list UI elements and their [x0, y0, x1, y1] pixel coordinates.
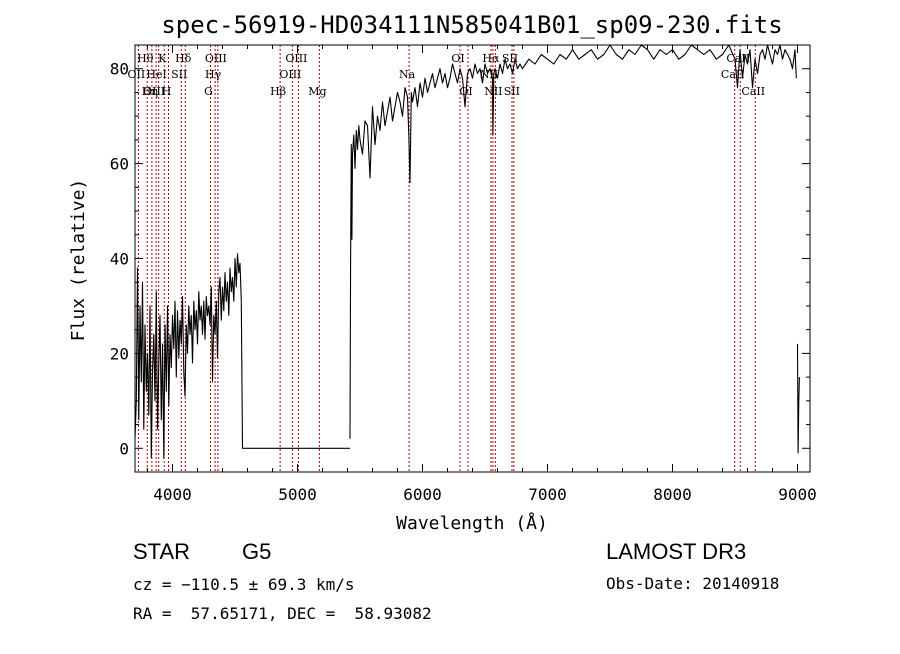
y-tick-label: 20	[110, 344, 129, 363]
spectral-line-label: K	[158, 52, 167, 65]
y-axis-label: Flux (relative)	[68, 179, 89, 342]
x-tick-label: 9000	[778, 485, 817, 504]
spectral-line-label: G	[204, 85, 213, 98]
spectral-line-label: OIII	[205, 52, 227, 65]
flux-series	[134, 44, 800, 459]
chart-title: spec-56919-HD034111N585041B01_sp09-230.f…	[161, 11, 782, 39]
spectral-line-label: Mg	[308, 85, 326, 98]
x-axis-ticks: 4000 5000 6000 7000 8000 9000	[147, 45, 817, 504]
object-class: STAR	[133, 539, 190, 564]
spectral-line-label: OI	[451, 52, 464, 65]
x-tick-label: 8000	[653, 485, 692, 504]
x-tick-label: 6000	[403, 485, 442, 504]
flux-line-segment	[240, 301, 350, 449]
spectral-line-labels: OIIHθHηOIIIHeIKHSIIHδGHγOIIIHβOIIIOIIIMg…	[128, 52, 766, 98]
spectral-line-label: SII	[504, 85, 520, 98]
spectral-line-label: Hγ	[205, 68, 222, 81]
plot-frame	[134, 44, 811, 473]
y-tick-label: 40	[110, 250, 129, 269]
y-tick-label: 80	[110, 60, 129, 79]
spectral-line-label: Na	[399, 68, 416, 81]
velocity-text: cz = −110.5 ± 69.3 km/s	[133, 575, 355, 594]
spectral-line-label: CaII	[741, 85, 765, 98]
flux-line-segment	[349, 44, 797, 439]
y-tick-label: 60	[110, 155, 129, 174]
x-axis-label: Wavelength (Å)	[396, 512, 548, 534]
y-tick-label: 0	[119, 439, 129, 458]
spectral-line-label: HeI	[146, 68, 166, 81]
spectral-line-label: OII	[128, 68, 146, 81]
coordinates-text: RA = 57.65171, DEC = 58.93082	[133, 604, 432, 623]
spectral-line-label: OIII	[285, 52, 307, 65]
spectral-line-label: Hα	[482, 52, 500, 65]
spectral-line-label: OIII	[143, 85, 165, 98]
spectral-line-label: Hη	[142, 85, 158, 98]
spectral-line-markers	[137, 45, 756, 472]
spectral-line-label: Hθ	[137, 52, 154, 65]
x-tick-label: 7000	[528, 485, 567, 504]
spectral-line-label: CaII	[721, 68, 745, 81]
spectral-line-label: Hβ	[270, 85, 286, 98]
x-tick-label: 4000	[153, 485, 192, 504]
object-subclass: G5	[242, 539, 271, 564]
spectral-line-label: SII	[171, 68, 187, 81]
spectral-line-label: H	[162, 85, 172, 98]
obs-date: Obs-Date: 20140918	[606, 574, 779, 593]
x-tick-label: 5000	[278, 485, 317, 504]
spectral-line-label: OIII	[279, 68, 301, 81]
spectral-line-label: Hδ	[175, 52, 192, 65]
flux-line-segment	[796, 343, 800, 454]
y-axis-ticks: 0 20 40 60 80	[110, 44, 810, 473]
flux-line-segment	[134, 253, 242, 459]
survey-name: LAMOST DR3	[606, 539, 746, 564]
